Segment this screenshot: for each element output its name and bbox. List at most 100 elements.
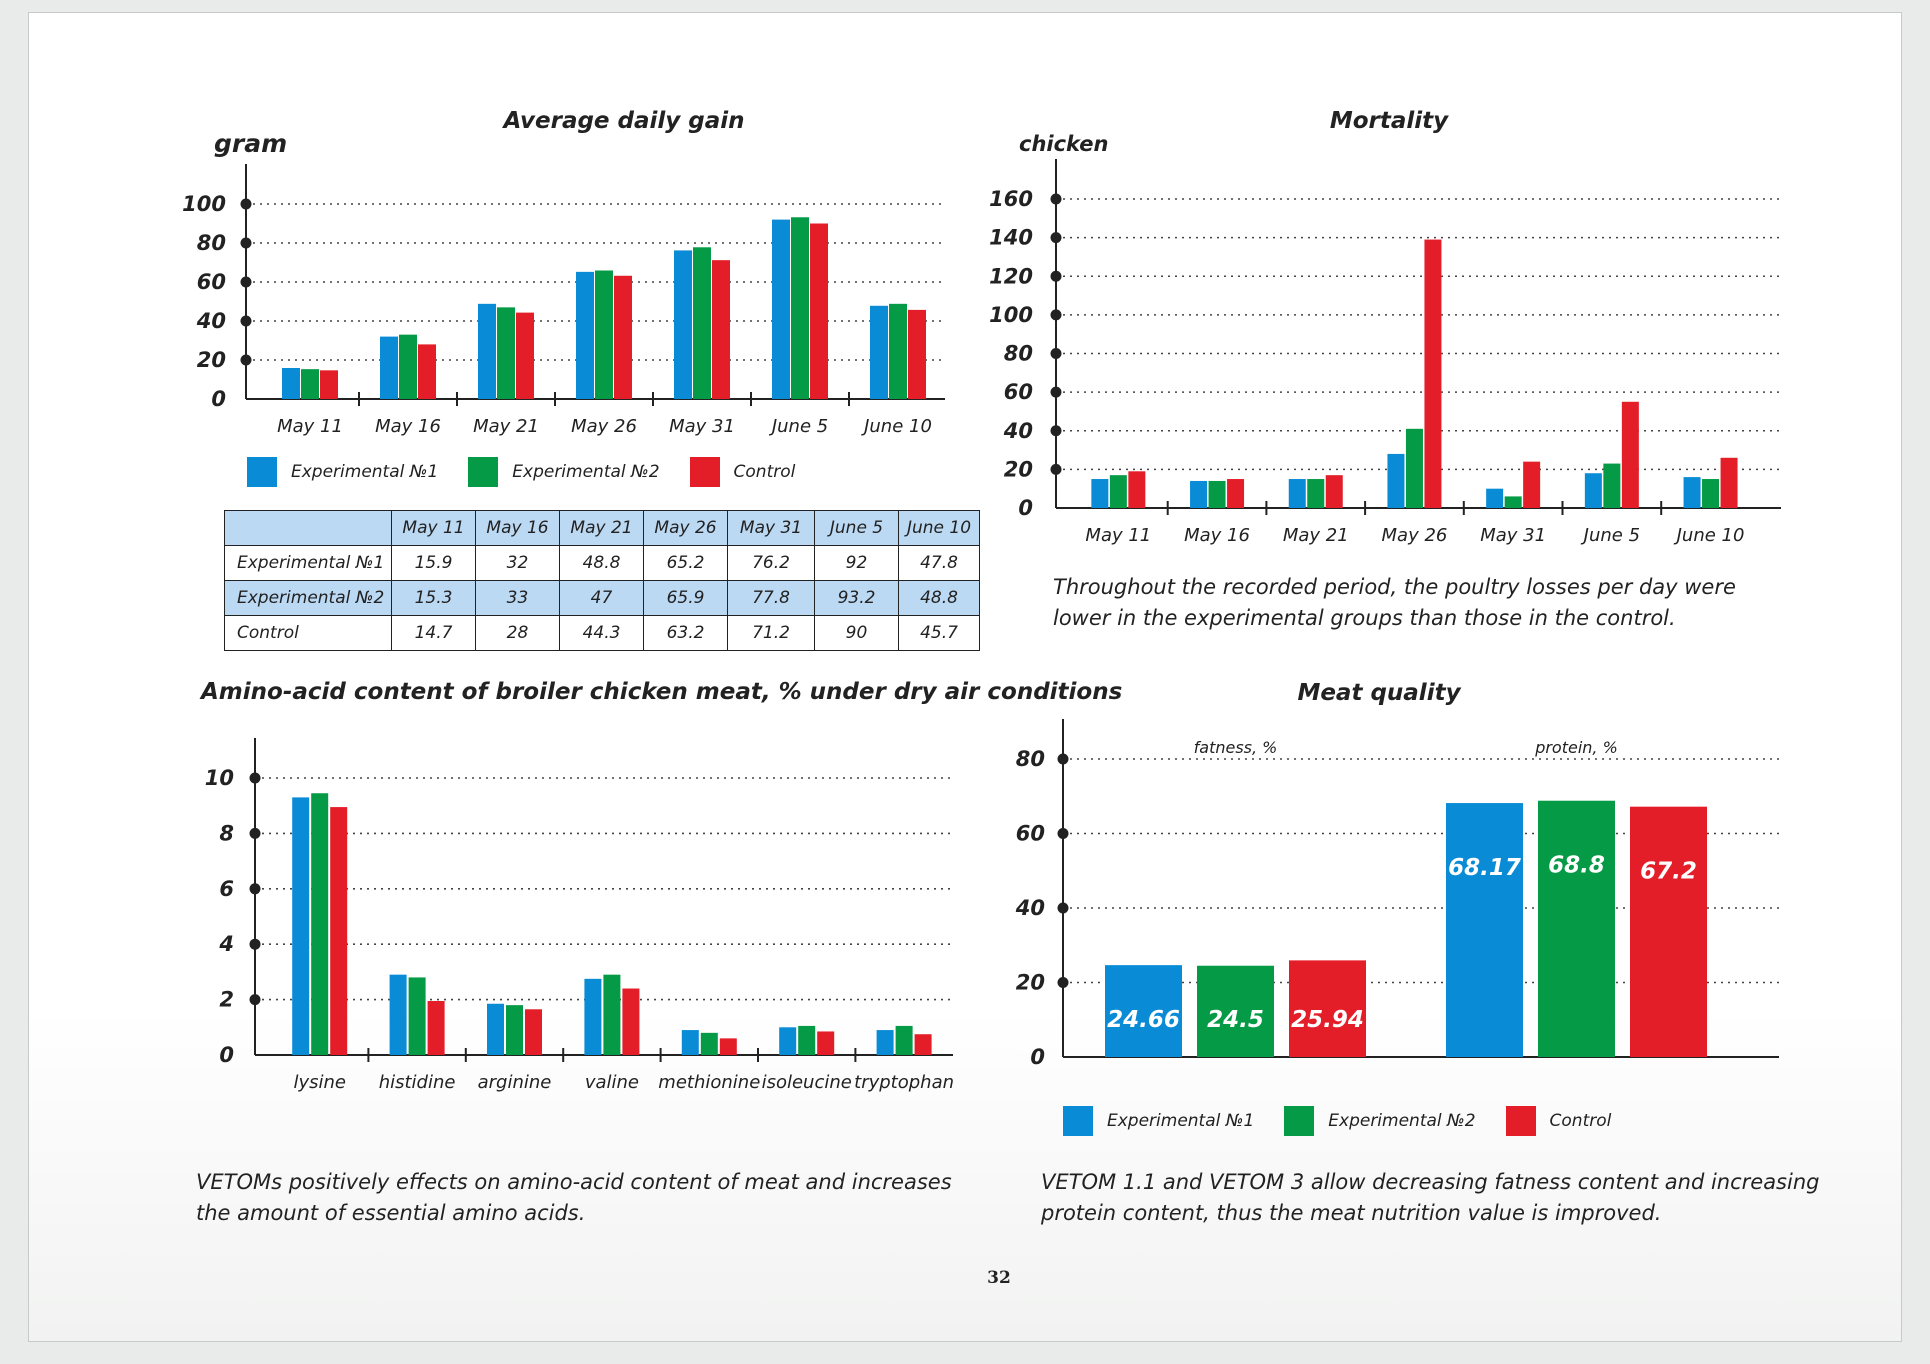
bar-value-label-meat-quality: 24.5 xyxy=(1207,1007,1264,1033)
caption-meat-quality: VETOM 1.1 and VETOM 3 allow decreasing f… xyxy=(1041,1170,1820,1225)
legend-item-exp1: Experimental №1 xyxy=(247,457,438,487)
legend-item-exp2: Experimental №2 xyxy=(1284,1106,1476,1136)
x-tick-label-amino-acid: tryptophan xyxy=(854,1072,954,1093)
table-header-cell: May 21 xyxy=(559,510,644,546)
x-tick-label-mortality: May 16 xyxy=(1184,525,1250,546)
bar-mortality xyxy=(1325,475,1343,508)
y-tick-label-amino-acid: 0 xyxy=(219,1043,234,1067)
bar-daily-gain xyxy=(418,344,436,399)
bar-meat-quality xyxy=(1105,965,1182,1057)
table-cell: 48.8 xyxy=(559,545,644,581)
legend-label-exp2: Experimental №2 xyxy=(1328,1111,1476,1131)
bar-amino-acid xyxy=(487,1003,504,1055)
x-tick-label-daily-gain: June 5 xyxy=(769,416,828,437)
bar-mortality xyxy=(1190,480,1208,508)
x-tick-label-daily-gain: May 31 xyxy=(669,416,735,437)
document-page: 0 20 40 60 80 100 May 11 May 16 May 21 May 26 May … xyxy=(28,12,1902,1342)
bar-amino-acid xyxy=(895,1025,913,1055)
bar-daily-gain xyxy=(380,336,398,399)
bar-mortality xyxy=(1486,488,1504,508)
table-row-label: Experimental №1 xyxy=(224,545,392,581)
legend-label-control: Control xyxy=(733,462,796,482)
x-tick-label-daily-gain: June 10 xyxy=(861,416,932,437)
bar-amino-acid xyxy=(408,977,426,1055)
bar-daily-gain xyxy=(810,223,828,399)
x-tick-label-mortality: June 5 xyxy=(1581,525,1640,546)
bar-meat-quality xyxy=(1197,965,1274,1057)
table-cell: 45.7 xyxy=(898,615,980,651)
table-cell: 63.2 xyxy=(643,615,728,651)
y-unit-label-gram: gram xyxy=(214,129,288,158)
bar-daily-gain xyxy=(908,309,926,399)
bar-meat-quality xyxy=(1289,960,1366,1057)
y-tick-label-daily-gain: 0 xyxy=(211,387,226,411)
table-cell: 92 xyxy=(814,545,899,581)
y-tick-label-daily-gain: 40 xyxy=(196,309,226,333)
x-tick-label-meat-quality: fatness, % xyxy=(1194,738,1278,757)
bar-daily-gain xyxy=(772,219,790,399)
bar-mortality xyxy=(1208,480,1226,508)
bar-daily-gain xyxy=(674,250,692,399)
y-unit-label-chicken: chicken xyxy=(1019,132,1109,156)
chart-title-meat-quality: Meat quality xyxy=(1297,680,1461,706)
bar-value-label-meat-quality: 24.66 xyxy=(1107,1007,1180,1033)
bar-mortality xyxy=(1603,463,1621,508)
x-tick-label-amino-acid: lysine xyxy=(293,1072,346,1093)
x-tick-label-mortality: May 21 xyxy=(1283,525,1349,546)
y-tick-label-amino-acid: 6 xyxy=(219,877,234,901)
chart-title-daily-gain: Average daily gain xyxy=(503,108,745,134)
x-tick-label-amino-acid: isoleucine xyxy=(762,1072,852,1093)
bar-value-label-meat-quality: 67.2 xyxy=(1640,859,1697,885)
bar-mortality xyxy=(1621,401,1639,508)
bar-value-label-meat-quality: 68.17 xyxy=(1448,855,1521,881)
bar-mortality xyxy=(1387,453,1405,508)
legend-item-exp1: Experimental №1 xyxy=(1063,1106,1254,1136)
bar-mortality xyxy=(1424,239,1442,508)
bar-amino-acid xyxy=(506,1005,523,1055)
bar-meat-quality xyxy=(1630,806,1707,1057)
chart-title-mortality: Mortality xyxy=(1329,108,1449,134)
legend-label-exp2: Experimental №2 xyxy=(512,462,660,482)
table-header-row: May 11 May 16 May 21 May 26 May 31 June … xyxy=(224,510,980,546)
bar-daily-gain xyxy=(282,367,300,399)
y-tick-label-mortality: 100 xyxy=(989,303,1033,327)
bar-mortality xyxy=(1702,479,1720,508)
table-cell: 90 xyxy=(814,615,899,651)
bar-amino-acid xyxy=(584,978,602,1055)
y-tick-label-meat-quality: 20 xyxy=(1016,971,1045,995)
legend-swatch-exp1 xyxy=(1063,1106,1093,1136)
table-row-label: Experimental №2 xyxy=(224,580,392,616)
x-tick-label-amino-acid: arginine xyxy=(478,1072,552,1093)
bar-amino-acid xyxy=(779,1027,797,1055)
table-cell: 76.2 xyxy=(727,545,815,581)
caption-mortality: Throughout the recorded period, the poul… xyxy=(1053,575,1736,630)
bar-amino-acid xyxy=(719,1038,737,1055)
table-cell: 71.2 xyxy=(727,615,815,651)
bar-mortality xyxy=(1307,479,1325,508)
legend-item-control: Control xyxy=(689,457,796,487)
bar-daily-gain xyxy=(320,370,338,399)
table-header-cell: June 10 xyxy=(898,510,980,546)
bar-amino-acid xyxy=(798,1025,816,1055)
bar-daily-gain xyxy=(478,303,496,399)
x-tick-label-amino-acid: methionine xyxy=(658,1072,760,1093)
bar-mortality xyxy=(1720,457,1738,508)
table-row: Experimental №1 15.9 32 48.8 65.2 76.2 9… xyxy=(224,545,980,581)
legend-swatch-exp1 xyxy=(247,457,277,487)
bar-daily-gain xyxy=(693,247,711,399)
bar-amino-acid xyxy=(700,1032,718,1055)
x-tick-label-mortality: June 10 xyxy=(1674,525,1745,546)
chart-title-amino-acid: Amino-acid content of broiler chicken me… xyxy=(201,679,1123,705)
y-tick-label-daily-gain: 100 xyxy=(182,192,226,216)
bar-mortality xyxy=(1109,475,1127,508)
y-tick-label-daily-gain: 60 xyxy=(197,270,226,294)
x-tick-label-mortality: May 11 xyxy=(1085,525,1151,546)
bar-mortality xyxy=(1504,496,1522,508)
bar-value-label-meat-quality: 68.8 xyxy=(1548,853,1605,879)
bar-daily-gain xyxy=(889,303,907,399)
bar-daily-gain xyxy=(712,260,730,399)
y-tick-label-daily-gain: 20 xyxy=(197,348,226,372)
y-tick-label-meat-quality: 0 xyxy=(1030,1045,1045,1069)
bar-amino-acid xyxy=(389,974,407,1055)
